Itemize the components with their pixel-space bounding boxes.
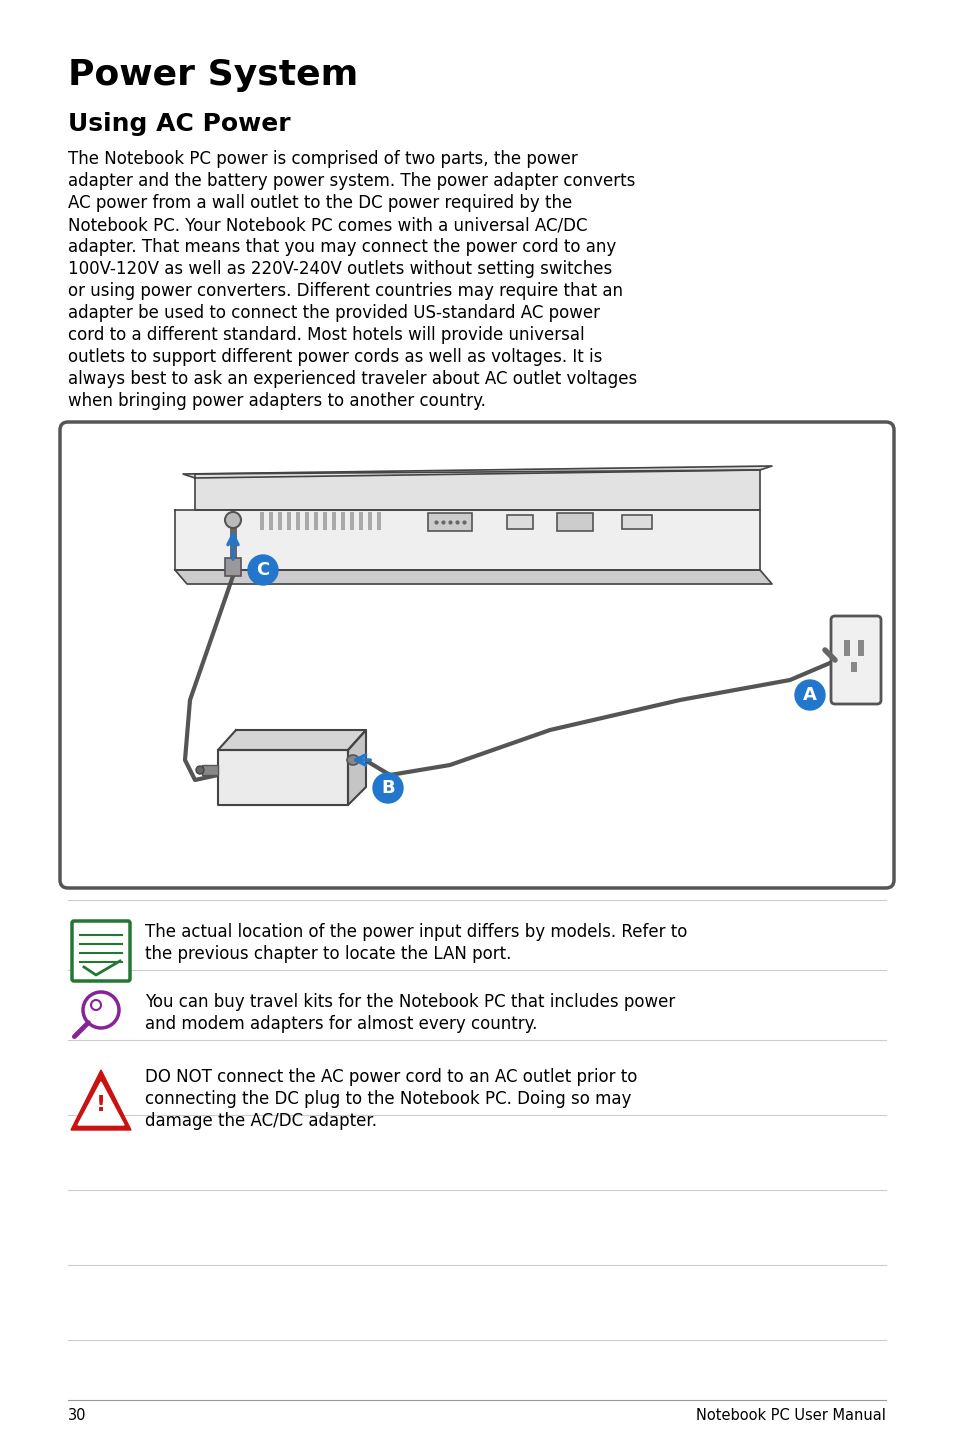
Bar [376,512,380,531]
Ellipse shape [347,755,358,765]
Circle shape [248,555,277,585]
Polygon shape [174,569,771,584]
Polygon shape [218,751,348,805]
Text: and modem adapters for almost every country.: and modem adapters for almost every coun… [145,1015,537,1032]
Text: 100V-120V as well as 220V-240V outlets without setting switches: 100V-120V as well as 220V-240V outlets w… [68,260,612,278]
Text: 30: 30 [68,1408,87,1424]
Text: A: A [802,686,816,705]
Text: damage the AC/DC adapter.: damage the AC/DC adapter. [145,1112,376,1130]
Text: the previous chapter to locate the LAN port.: the previous chapter to locate the LAN p… [145,945,511,963]
Bar [621,515,651,529]
Bar [287,512,291,531]
Bar [295,512,299,531]
Bar [850,661,856,672]
Text: cord to a different standard. Most hotels will provide universal: cord to a different standard. Most hotel… [68,326,584,344]
Bar [202,765,218,775]
Text: or using power converters. Different countries may require that an: or using power converters. Different cou… [68,282,622,301]
Bar [277,512,282,531]
Bar [350,512,354,531]
Bar [843,640,849,656]
Bar [260,512,264,531]
Text: The Notebook PC power is comprised of two parts, the power: The Notebook PC power is comprised of tw… [68,150,578,168]
Bar [323,512,327,531]
Text: outlets to support different power cords as well as voltages. It is: outlets to support different power cords… [68,348,601,367]
Polygon shape [174,510,760,569]
Circle shape [373,774,402,802]
Text: when bringing power adapters to another country.: when bringing power adapters to another … [68,393,485,410]
Circle shape [91,999,101,1009]
Bar [428,513,472,531]
Bar [506,515,533,529]
Text: AC power from a wall outlet to the DC power required by the: AC power from a wall outlet to the DC po… [68,194,572,211]
Text: C: C [256,561,270,580]
Circle shape [83,992,119,1028]
Text: adapter be used to connect the provided US-standard AC power: adapter be used to connect the provided … [68,303,599,322]
Text: Notebook PC User Manual: Notebook PC User Manual [696,1408,885,1424]
Polygon shape [218,731,366,751]
FancyBboxPatch shape [60,421,893,889]
Bar [332,512,335,531]
Bar [269,512,273,531]
Text: DO NOT connect the AC power cord to an AC outlet prior to: DO NOT connect the AC power cord to an A… [145,1068,637,1086]
Text: The actual location of the power input differs by models. Refer to: The actual location of the power input d… [145,923,687,940]
Text: Notebook PC. Your Notebook PC comes with a universal AC/DC: Notebook PC. Your Notebook PC comes with… [68,216,587,234]
Text: You can buy travel kits for the Notebook PC that includes power: You can buy travel kits for the Notebook… [145,994,675,1011]
Polygon shape [183,466,771,477]
Ellipse shape [195,766,204,774]
Bar [225,558,241,577]
Text: B: B [381,779,395,797]
FancyBboxPatch shape [830,615,880,705]
Bar [314,512,317,531]
Text: Power System: Power System [68,58,358,92]
Circle shape [794,680,824,710]
Bar [857,640,863,656]
Text: Using AC Power: Using AC Power [68,112,291,137]
Bar [557,513,593,531]
Polygon shape [194,470,760,510]
Text: adapter and the battery power system. The power adapter converts: adapter and the battery power system. Th… [68,173,635,190]
Bar [358,512,363,531]
Text: always best to ask an experienced traveler about AC outlet voltages: always best to ask an experienced travel… [68,370,637,388]
Bar [340,512,345,531]
Text: !: ! [96,1094,106,1114]
Circle shape [225,512,241,528]
Polygon shape [78,1081,124,1125]
Text: adapter. That means that you may connect the power cord to any: adapter. That means that you may connect… [68,239,616,256]
Polygon shape [348,731,366,805]
FancyBboxPatch shape [71,920,130,981]
Bar [305,512,309,531]
Bar [368,512,372,531]
Polygon shape [71,1070,131,1130]
Text: connecting the DC plug to the Notebook PC. Doing so may: connecting the DC plug to the Notebook P… [145,1090,631,1109]
